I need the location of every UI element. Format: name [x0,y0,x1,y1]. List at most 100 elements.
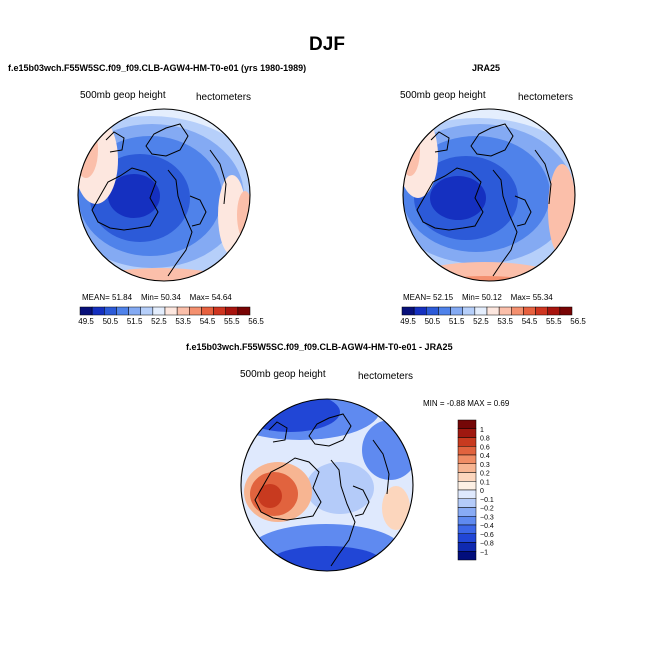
obs-colorbar-box-13 [559,306,573,316]
obs-coastlines [416,123,552,277]
diff-colorbar-box-10 [457,507,477,517]
model-colorbar-tick-label: 53.5 [175,317,191,326]
diff-colorbar-tick-label: 0.2 [480,471,490,478]
obs-min-value: 50.12 [481,293,502,302]
diff-stats: MIN = -0.88 MAX = 0.69 [423,399,509,408]
diff-colorbar-box-5 [457,463,477,473]
model-coast-line-c [167,169,193,277]
obs-fill-warm-d [403,262,575,281]
obs-colorbar-box-5 [462,306,476,316]
obs-colorbar-tick-label: 53.5 [497,317,513,326]
obs-max-label: Max= [510,293,531,302]
obs-coast-line-d [514,195,532,227]
obs-coast-line-e [430,131,450,153]
diff-colorbar-box-2 [457,437,477,447]
model-contour-fill [78,109,250,281]
diff-colorbar-tick-label: −0.1 [480,497,494,504]
obs-coast-line-c [492,169,518,277]
diff-colorbar-box-3 [457,446,477,456]
model-fill-warm-d [237,191,250,239]
diff-panel-title: f.e15b03wch.F55W5SC.f09_f09.CLB-AGW4-HM-… [186,342,453,352]
diff-coast-landmass-a [254,457,322,521]
obs-mean-value: 52.15 [433,293,454,302]
model-colorbar-box-0 [79,306,93,316]
diff-coast-line-d [352,485,370,517]
obs-mean-label: MEAN= [403,293,431,302]
obs-colorbar-box-1 [413,306,427,316]
model-fill-warm-b [78,122,98,178]
model-colorbar-box-13 [237,306,251,316]
diff-fill-band-9 [258,484,282,508]
model-colorbar-box-5 [140,306,154,316]
obs-min-label: Min= [461,293,480,302]
model-coastlines [91,123,227,277]
diff-colorbar-tick-label: 0.4 [480,453,490,460]
obs-colorbar-box-0 [401,306,415,316]
model-coast-line-d [189,195,207,227]
diff-colorbar: 1 0.80.6 0.4 0.3 0.20.1 0 −0.1 −0.2−0.3 −0.4 −0.6… [457,419,494,561]
model-panel-title: f.e15b03wch.F55W5SC.f09_f09.CLB-AGW4-HM-… [8,63,307,73]
model-colorbar-tick-label: 50.5 [103,317,119,326]
obs-variable-label: 500mb geop height [400,90,486,101]
model-colorbar-box-10 [201,306,214,316]
diff-colorbar-box-8 [457,489,477,499]
diff-colorbar-box-12 [457,524,477,534]
diff-colorbar-tick-label: −0.8 [480,541,494,548]
model-mean-value: 51.84 [112,293,133,302]
diff-colorbar-box-6 [457,472,477,482]
model-colorbar-box-1 [91,306,105,316]
diff-colorbar-tick-label: 1 [480,427,484,434]
model-max-label: Max= [189,293,210,302]
diff-colorbar-box-11 [457,516,477,526]
obs-coast-landmass-b [470,123,514,157]
diff-variable-label: 500mb geop height [240,369,326,380]
model-colorbar-box-12 [225,306,239,316]
diff-colorbar-box-13 [457,533,477,543]
obs-colorbar-tick-label: 51.5 [449,317,465,326]
model-colorbar-tick-label: 55.5 [224,317,240,326]
model-stats: MEAN= 51.84 Min= 50.34 Max= 54.64 [82,293,232,302]
diff-colorbar-tick-label: 0.8 [480,436,490,443]
model-colorbar-box-3 [116,306,129,316]
diff-fill-band-6 [306,462,374,514]
obs-colorbar-box-3 [438,306,451,316]
diff-fill-band-3 [362,420,413,480]
diff-colorbar-tick-label: 0 [480,488,484,495]
obs-colorbar-tick-label: 49.5 [400,317,416,326]
diff-colorbar-box-1 [457,428,477,438]
diff-coast-line-f [372,439,390,495]
obs-contour-fill [403,109,575,281]
diff-colorbar-tick-label: −0.6 [480,532,494,539]
model-colorbar-tick-label: 51.5 [127,317,143,326]
model-colorbar-tick-label: 49.5 [78,317,94,326]
model-mean-label: MEAN= [82,293,110,302]
model-colorbar-tick-label: 52.5 [151,317,167,326]
obs-colorbar-box-6 [474,306,488,316]
diff-map-boundary [240,398,414,572]
diff-colorbar-box-0 [457,419,477,429]
model-fill-band-5 [108,174,160,218]
obs-colorbar-box-4 [450,306,463,316]
diff-colorbar-tick-label: −0.3 [480,514,494,521]
obs-colorbar-box-11 [535,306,548,316]
obs-colorbar-box-8 [498,306,512,316]
model-min-value: 50.34 [160,293,181,302]
model-colorbar-box-6 [152,306,166,316]
diff-max-label: MAX = [467,399,492,408]
diff-colorbar-tick-label: −0.4 [480,523,494,530]
model-colorbar-box-11 [213,306,226,316]
obs-max-value: 55.34 [532,293,553,302]
diff-units-label: hectometers [358,371,414,382]
diff-coast-line-c [330,459,356,567]
diff-colorbar-tick-label: 0.6 [480,444,490,451]
obs-coast-line-f [534,149,552,205]
obs-colorbar-tick-label: 56.5 [570,317,586,326]
model-variable-label: 500mb geop height [80,90,166,101]
obs-polar-map [402,108,576,282]
model-colorbar-box-9 [189,306,202,316]
obs-fill-warm-c [548,164,575,256]
obs-panel-title: JRA25 [472,63,501,73]
obs-stats: MEAN= 52.15 Min= 50.12 Max= 55.34 [403,293,553,302]
obs-fill-band-5 [430,176,486,220]
model-coast-landmass-b [145,123,189,157]
